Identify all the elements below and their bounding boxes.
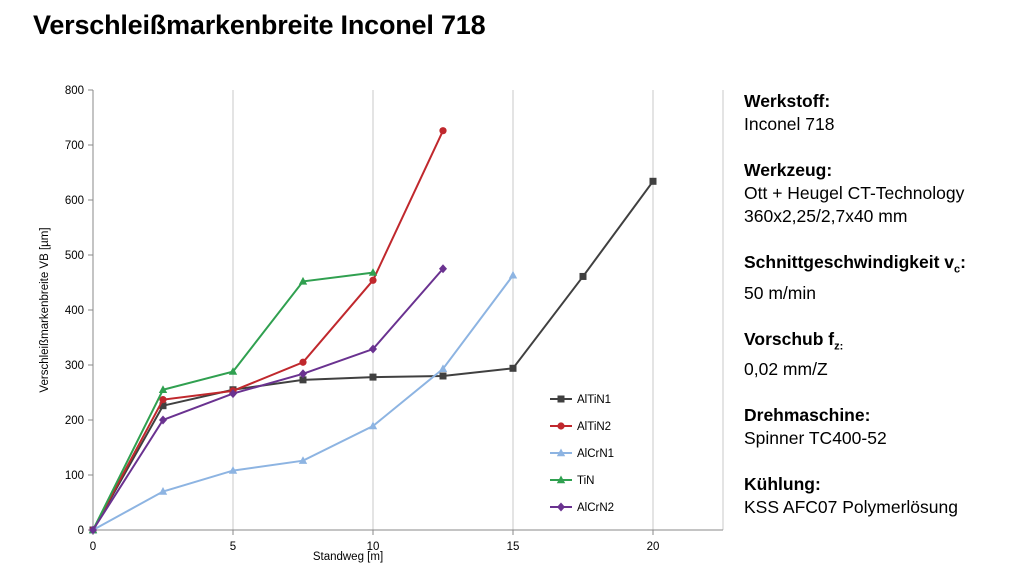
y-tick-label: 300 [65, 360, 84, 372]
info-value: KSS AFC07 Polymerlösung [744, 497, 958, 517]
y-tick-label: 700 [65, 140, 84, 152]
data-point [299, 358, 307, 366]
data-point [556, 448, 566, 457]
y-tick-label: 400 [65, 305, 84, 317]
data-point [369, 276, 377, 284]
x-tick-label: 20 [647, 541, 660, 553]
data-point [369, 344, 377, 354]
data-point [228, 367, 238, 375]
data-point [368, 268, 378, 276]
y-tick-label: 600 [65, 195, 84, 207]
y-tick-label: 500 [65, 250, 84, 262]
data-point [509, 364, 517, 372]
info-label: Vorschub fz: [744, 328, 844, 353]
legend-label: AlCrN2 [577, 502, 614, 514]
info-block: Vorschub fz: 0,02 mm/Z [744, 328, 1019, 382]
info-block: Werkzeug: Ott + Heugel CT-Technology 360x2… [744, 159, 1019, 228]
info-value: Inconel 718 [744, 114, 835, 134]
y-tick-label: 200 [65, 415, 84, 427]
wear-chart: 0 100 200 300 400 500 600 700 800 0 5 10 15 20 Standwe… [39, 85, 724, 563]
data-point [299, 369, 307, 379]
data-point [579, 272, 587, 280]
data-point [368, 421, 378, 430]
x-tick-label: 5 [230, 541, 236, 553]
data-point [159, 415, 167, 425]
legend-label: AlTiN2 [577, 421, 611, 433]
info-label: Schnittgeschwindigkeit vc: [744, 252, 966, 276]
data-point [439, 127, 447, 135]
data-point [298, 276, 308, 285]
info-block: Drehmaschine: Spinner TC400-52 [744, 404, 1019, 450]
data-point [228, 466, 238, 474]
info-value: 360x2,25/2,7x40 mm [744, 206, 908, 226]
data-point [159, 396, 167, 404]
data-point [229, 389, 237, 399]
data-point [438, 364, 448, 373]
page-title: Verschleißmarkenbreite Inconel 718 [33, 10, 486, 40]
data-point [649, 177, 657, 185]
data-point [557, 502, 565, 512]
data-point [369, 373, 377, 381]
legend-label: AlCrN1 [577, 448, 614, 460]
data-point [158, 385, 168, 393]
data-point [439, 372, 447, 380]
info-value: 50 m/min [744, 282, 816, 303]
info-label: Werkstoff: [744, 91, 831, 111]
y-tick-label: 100 [65, 470, 84, 482]
series-line-alcrn2 [92, 268, 444, 531]
x-tick-label: 10 [367, 541, 380, 553]
info-panel: Werkstoff: Inconel 718 Werkzeug: Ott + Heug… [744, 90, 1019, 542]
info-label: Kühlung: [744, 474, 821, 494]
info-block: Werkstoff: Inconel 718 [744, 90, 1019, 136]
legend-label: AlTiN1 [577, 394, 611, 406]
data-point [159, 402, 167, 410]
info-label: Werkzeug: [744, 160, 833, 180]
info-block: Kühlung: KSS AFC07 Polymerlösung [744, 473, 1019, 519]
info-label: Drehmaschine: [744, 405, 871, 425]
x-tick-label: 0 [90, 541, 96, 553]
y-tick-label: 800 [65, 85, 84, 97]
x-tick-label: 15 [507, 541, 520, 553]
info-block: Schnittgeschwindigkeit vc: 50 m/min [744, 251, 1019, 305]
data-point [439, 264, 447, 274]
info-value: Spinner TC400-52 [744, 428, 887, 448]
y-axis-label: Verschleißmarkenbreite VB [µm] [39, 227, 51, 392]
data-point [556, 475, 566, 484]
legend-label: TiN [577, 475, 594, 487]
series-line-altin2 [92, 130, 444, 531]
data-point [158, 487, 168, 495]
y-tick-label: 0 [78, 525, 84, 537]
info-value: 0,02 mm/Z [744, 359, 828, 379]
data-point [89, 525, 97, 535]
data-point [299, 376, 307, 384]
data-point [557, 422, 565, 430]
info-value: Ott + Heugel CT-Technology [744, 183, 965, 203]
data-point [557, 395, 565, 403]
x-axis-label: Standweg [m] [313, 551, 383, 563]
data-point [298, 456, 308, 464]
data-point [508, 270, 518, 279]
